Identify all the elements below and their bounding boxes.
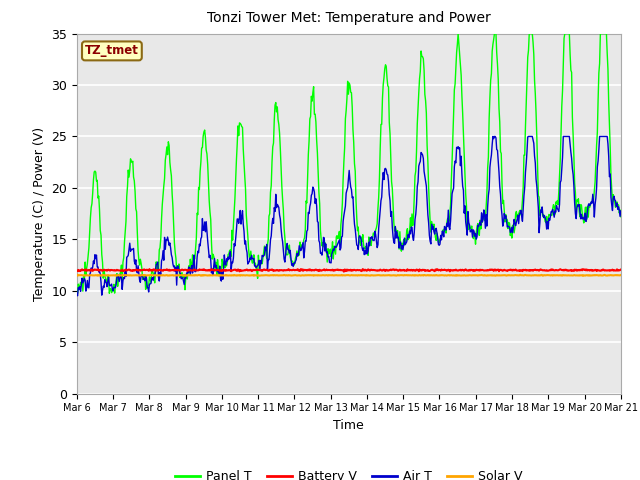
Solar V xyxy=(223,273,230,278)
Panel T xyxy=(73,291,81,297)
Solar V xyxy=(83,273,90,278)
Air T xyxy=(223,258,231,264)
Panel T xyxy=(194,212,202,217)
Battery V xyxy=(417,267,424,273)
Text: TZ_tmet: TZ_tmet xyxy=(85,44,139,58)
Solar V xyxy=(516,272,524,277)
Solar V xyxy=(415,272,422,278)
Battery V xyxy=(223,268,230,274)
Line: Solar V: Solar V xyxy=(77,275,621,276)
Panel T xyxy=(617,214,625,220)
Panel T xyxy=(139,276,147,282)
Solar V xyxy=(194,272,202,278)
Air T xyxy=(489,133,497,139)
X-axis label: Time: Time xyxy=(333,419,364,432)
Battery V xyxy=(73,268,81,274)
Solar V xyxy=(617,272,625,278)
Solar V xyxy=(139,272,147,278)
Y-axis label: Temperature (C) / Power (V): Temperature (C) / Power (V) xyxy=(33,127,45,300)
Panel T xyxy=(223,263,230,269)
Solar V xyxy=(73,272,81,277)
Legend: Panel T, Battery V, Air T, Solar V: Panel T, Battery V, Air T, Solar V xyxy=(170,465,528,480)
Battery V xyxy=(359,266,367,272)
Panel T xyxy=(431,228,438,234)
Air T xyxy=(73,291,81,297)
Line: Air T: Air T xyxy=(77,136,621,296)
Line: Panel T: Panel T xyxy=(77,34,621,294)
Battery V xyxy=(194,267,202,273)
Solar V xyxy=(579,273,587,279)
Air T xyxy=(416,160,424,166)
Panel T xyxy=(83,265,90,271)
Battery V xyxy=(433,267,440,273)
Air T xyxy=(140,276,147,282)
Title: Tonzi Tower Met: Temperature and Power: Tonzi Tower Met: Temperature and Power xyxy=(207,12,491,25)
Air T xyxy=(431,226,439,232)
Air T xyxy=(84,277,92,283)
Battery V xyxy=(83,268,90,274)
Solar V xyxy=(431,273,438,278)
Line: Battery V: Battery V xyxy=(77,269,621,272)
Panel T xyxy=(415,90,422,96)
Battery V xyxy=(340,269,348,275)
Air T xyxy=(195,250,202,255)
Air T xyxy=(617,208,625,214)
Battery V xyxy=(139,267,147,273)
Panel T xyxy=(491,31,499,36)
Battery V xyxy=(617,267,625,273)
Air T xyxy=(74,293,81,299)
